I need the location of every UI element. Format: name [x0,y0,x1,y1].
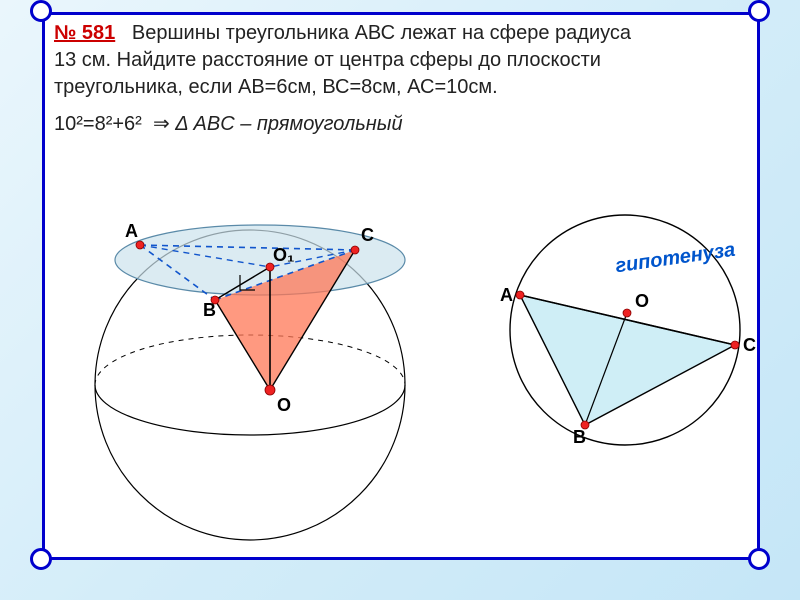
derivation-rhs: Δ ABC – прямоугольный [175,113,402,135]
problem-line3: треугольника, если АВ=6см, ВС=8см, АС=10… [54,76,498,98]
derivation-lhs: 10²=8²+6² [54,113,142,135]
problem-line1: Вершины треугольника АВС лежат на сфере … [132,22,631,44]
derivation: 10²=8²+6² ⇒ Δ ABC – прямоугольный [54,111,748,136]
corner-tr [748,0,770,22]
problem-number: № 581 [54,22,115,44]
diagram-area: A B C O₁ O A B C O гипотенуза [45,195,765,555]
corner-tl [30,0,52,22]
label-B-right: B [573,427,586,448]
derivation-arrow: ⇒ [153,113,170,135]
problem-line2: 13 см. Найдите расстояние от центра сфер… [54,49,601,71]
label-A-right: A [500,285,513,306]
text-content: № 581 Вершины треугольника АВС лежат на … [54,20,748,136]
label-C-right: C [743,335,756,356]
label-O-right: O [635,291,649,312]
problem-statement: № 581 Вершины треугольника АВС лежат на … [54,20,748,101]
